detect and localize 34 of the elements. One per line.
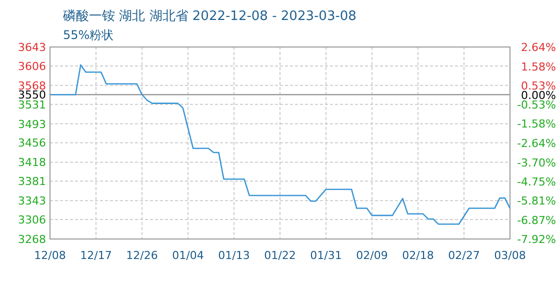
y2-tick-label: -6.87%	[517, 214, 556, 227]
y2-tick-label: -0.53%	[517, 98, 556, 112]
x-tick-label: 02/09	[356, 249, 388, 262]
y2-tick-label: 2.64%	[521, 41, 556, 54]
x-tick-label: 01/04	[172, 249, 204, 262]
y2-tick-label: -7.92%	[517, 233, 556, 246]
y2-tick-label: -5.81%	[517, 194, 556, 208]
x-tick-label: 01/13	[218, 249, 250, 262]
y2-tick-label: 1.58%	[521, 60, 556, 74]
y-tick-label: 3381	[18, 175, 46, 188]
chart-subtitle: 55%粉状	[63, 28, 114, 42]
y-tick-label: 3268	[18, 233, 46, 246]
x-tick-label: 02/27	[448, 249, 480, 262]
y2-tick-label: -4.75%	[517, 175, 556, 188]
y2-tick-label: -3.70%	[517, 156, 556, 170]
y-tick-label: 3456	[18, 136, 46, 150]
y-tick-label: 3606	[18, 60, 46, 73]
x-tick-label: 12/26	[126, 249, 158, 262]
x-tick-label: 03/08	[494, 249, 526, 262]
x-tick-label: 12/08	[34, 249, 66, 262]
x-tick-label: 12/17	[80, 249, 112, 262]
x-tick-label: 01/22	[264, 249, 296, 262]
y-tick-label: 3531	[18, 98, 46, 112]
y-tick-label: 3343	[18, 194, 46, 208]
y-tick-label: 3493	[18, 118, 46, 131]
y2-tick-label: -1.58%	[517, 118, 556, 131]
x-tick-label: 02/18	[402, 249, 434, 262]
x-tick-label: 01/31	[310, 249, 342, 262]
y-tick-label: 3306	[18, 214, 46, 227]
y-tick-label: 3643	[18, 41, 46, 54]
chart-title: 磷酸一铵 湖北 湖北省 2022-12-08 - 2023-03-08	[62, 9, 356, 24]
y2-tick-label: -2.64%	[517, 137, 556, 150]
y-tick-label: 3418	[18, 156, 46, 170]
line-series	[49, 64, 511, 225]
